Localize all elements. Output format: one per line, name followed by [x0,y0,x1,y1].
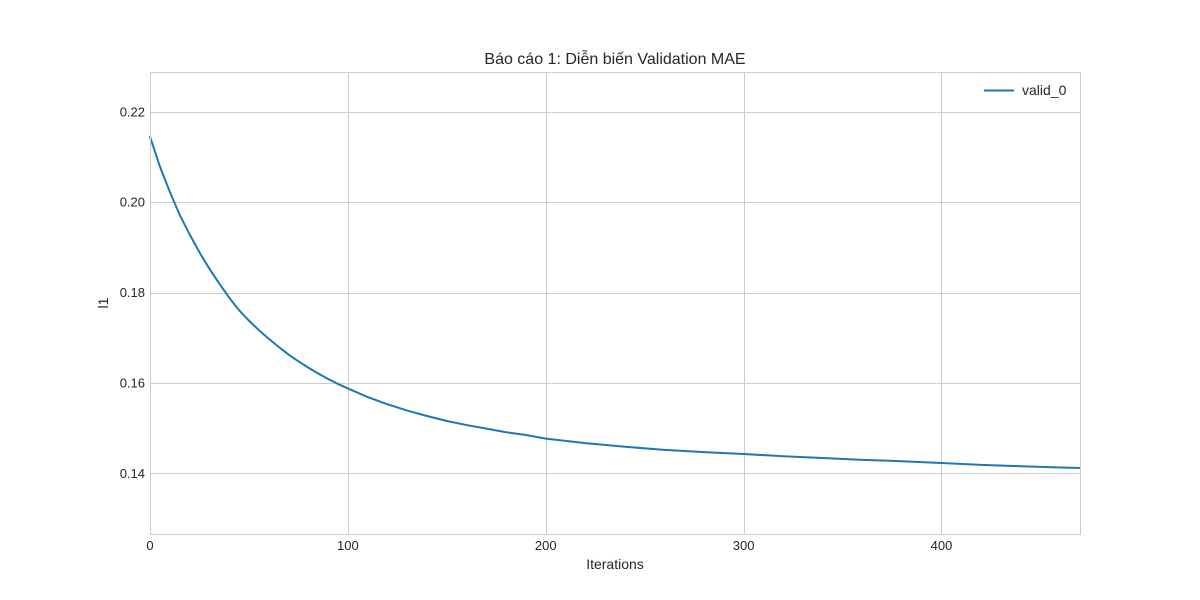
x-tick-labels: 0 100 200 300 400 [146,538,952,553]
y-gridlines [150,112,1080,474]
x-tick-label: 0 [146,538,153,553]
chart-title: Báo cáo 1: Diễn biến Validation MAE [484,49,745,68]
y-tick-label: 0.14 [120,466,145,481]
plot-frame [150,72,1081,535]
legend: valid_0 [984,82,1067,98]
y-tick-label: 0.22 [120,104,145,119]
x-axis-label: Iterations [586,556,644,572]
y-axis-label: l1 [95,297,111,308]
plot-background [150,72,1080,534]
series-line-valid-0 [149,135,1081,469]
x-tick-label: 200 [535,538,557,553]
series-layer [149,135,1081,469]
legend-label-valid-0: valid_0 [1022,82,1067,98]
y-tick-label: 0.16 [120,376,145,391]
x-tick-label: 100 [337,538,359,553]
x-tick-label: 400 [931,538,953,553]
y-tick-labels: 0.14 0.16 0.18 0.20 0.22 [120,104,145,481]
y-tick-label: 0.18 [120,285,145,300]
x-tick-label: 300 [733,538,755,553]
y-tick-label: 0.20 [120,195,145,210]
